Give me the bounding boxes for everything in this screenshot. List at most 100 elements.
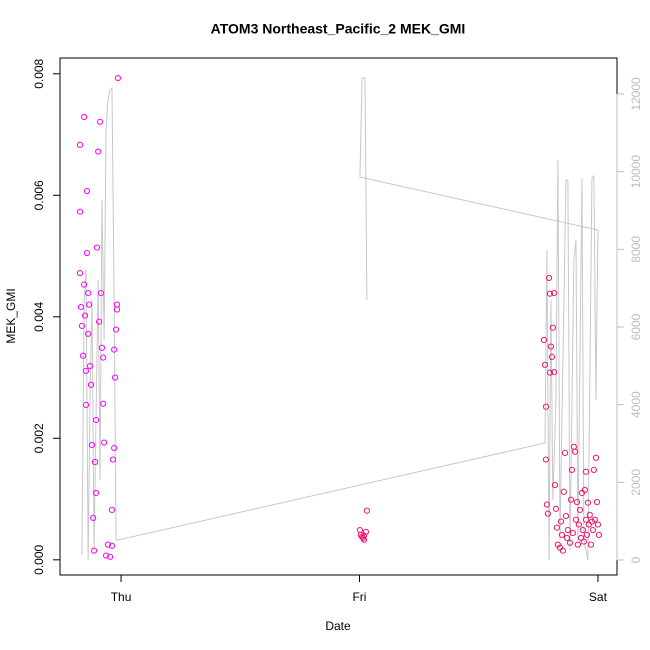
- point: [546, 369, 554, 376]
- point: [583, 531, 591, 539]
- point: [88, 441, 96, 449]
- point: [104, 541, 112, 548]
- point: [560, 488, 567, 495]
- point: [111, 346, 118, 353]
- point: [582, 516, 590, 523]
- point: [81, 312, 89, 319]
- point: [76, 269, 84, 277]
- point: [363, 507, 370, 514]
- point: [552, 505, 560, 512]
- y2-tick-label: 8000: [629, 236, 643, 263]
- point: [574, 541, 581, 548]
- point: [101, 439, 108, 446]
- point: [590, 466, 597, 473]
- plot-box: [59, 57, 618, 576]
- point: [90, 547, 98, 554]
- y2-tick-label: 0: [629, 556, 643, 563]
- point: [86, 362, 94, 370]
- point: [545, 274, 553, 282]
- point: [568, 466, 576, 473]
- point: [542, 456, 550, 463]
- point: [76, 208, 84, 215]
- point: [95, 148, 102, 155]
- point: [100, 400, 107, 407]
- point: [589, 526, 597, 534]
- point: [360, 536, 368, 543]
- point: [562, 512, 570, 520]
- point: [593, 498, 601, 506]
- x-tick-label: Thu: [111, 590, 132, 604]
- y-tick-label: 0.002: [32, 423, 46, 453]
- point: [98, 344, 106, 351]
- y2-tick-label: 12000: [629, 77, 643, 111]
- point: [541, 361, 549, 368]
- point: [561, 449, 569, 456]
- point: [93, 244, 101, 251]
- y2-tick-label: 2000: [629, 469, 643, 496]
- x-tick-label: Fri: [352, 590, 366, 604]
- point: [102, 552, 110, 559]
- y-tick-label: 0.000: [32, 544, 46, 574]
- point: [85, 301, 93, 308]
- point: [109, 456, 117, 463]
- point: [362, 528, 370, 535]
- point: [566, 539, 574, 546]
- point: [356, 526, 364, 534]
- point: [558, 531, 566, 539]
- point: [76, 141, 84, 148]
- point: [543, 501, 550, 508]
- point: [559, 547, 566, 554]
- point: [83, 249, 91, 257]
- y-axis-label: MEK_GMI: [4, 288, 18, 343]
- point: [570, 443, 577, 450]
- point: [553, 524, 561, 531]
- point: [575, 521, 582, 528]
- point: [542, 403, 550, 410]
- y2-tick-label: 4000: [629, 391, 643, 418]
- point: [564, 526, 571, 534]
- point: [573, 498, 581, 506]
- point: [571, 448, 579, 455]
- line: [81, 77, 599, 561]
- point: [96, 118, 104, 125]
- point: [567, 496, 575, 503]
- y2-tick-label: 6000: [629, 313, 643, 340]
- point: [591, 516, 598, 523]
- point: [569, 529, 576, 537]
- point: [85, 290, 92, 297]
- point: [80, 352, 87, 359]
- point: [582, 468, 590, 475]
- point: [87, 381, 95, 388]
- point: [580, 538, 587, 545]
- point: [113, 306, 121, 313]
- point: [114, 74, 122, 82]
- point: [111, 444, 118, 452]
- point: [581, 486, 588, 494]
- point: [585, 521, 592, 528]
- point: [82, 401, 90, 408]
- point: [579, 526, 587, 534]
- point: [576, 506, 584, 514]
- point: [546, 290, 554, 297]
- point: [82, 367, 90, 374]
- chart-title: ATOM3 Northeast_Pacific_2 MEK_GMI: [211, 21, 466, 37]
- point: [91, 458, 99, 466]
- point: [549, 324, 556, 331]
- point: [584, 499, 592, 506]
- point: [551, 481, 559, 489]
- point: [540, 336, 548, 343]
- point: [586, 511, 593, 518]
- point: [547, 343, 555, 350]
- point: [548, 353, 556, 361]
- point: [80, 113, 88, 121]
- x-tick-label: Sat: [589, 590, 608, 604]
- point: [550, 368, 558, 376]
- point: [595, 531, 602, 539]
- point: [594, 521, 602, 528]
- point: [83, 187, 91, 195]
- point: [100, 354, 107, 361]
- y2-tick-label: 10000: [629, 155, 643, 189]
- x-axis-label: Date: [325, 619, 351, 633]
- point: [111, 374, 119, 381]
